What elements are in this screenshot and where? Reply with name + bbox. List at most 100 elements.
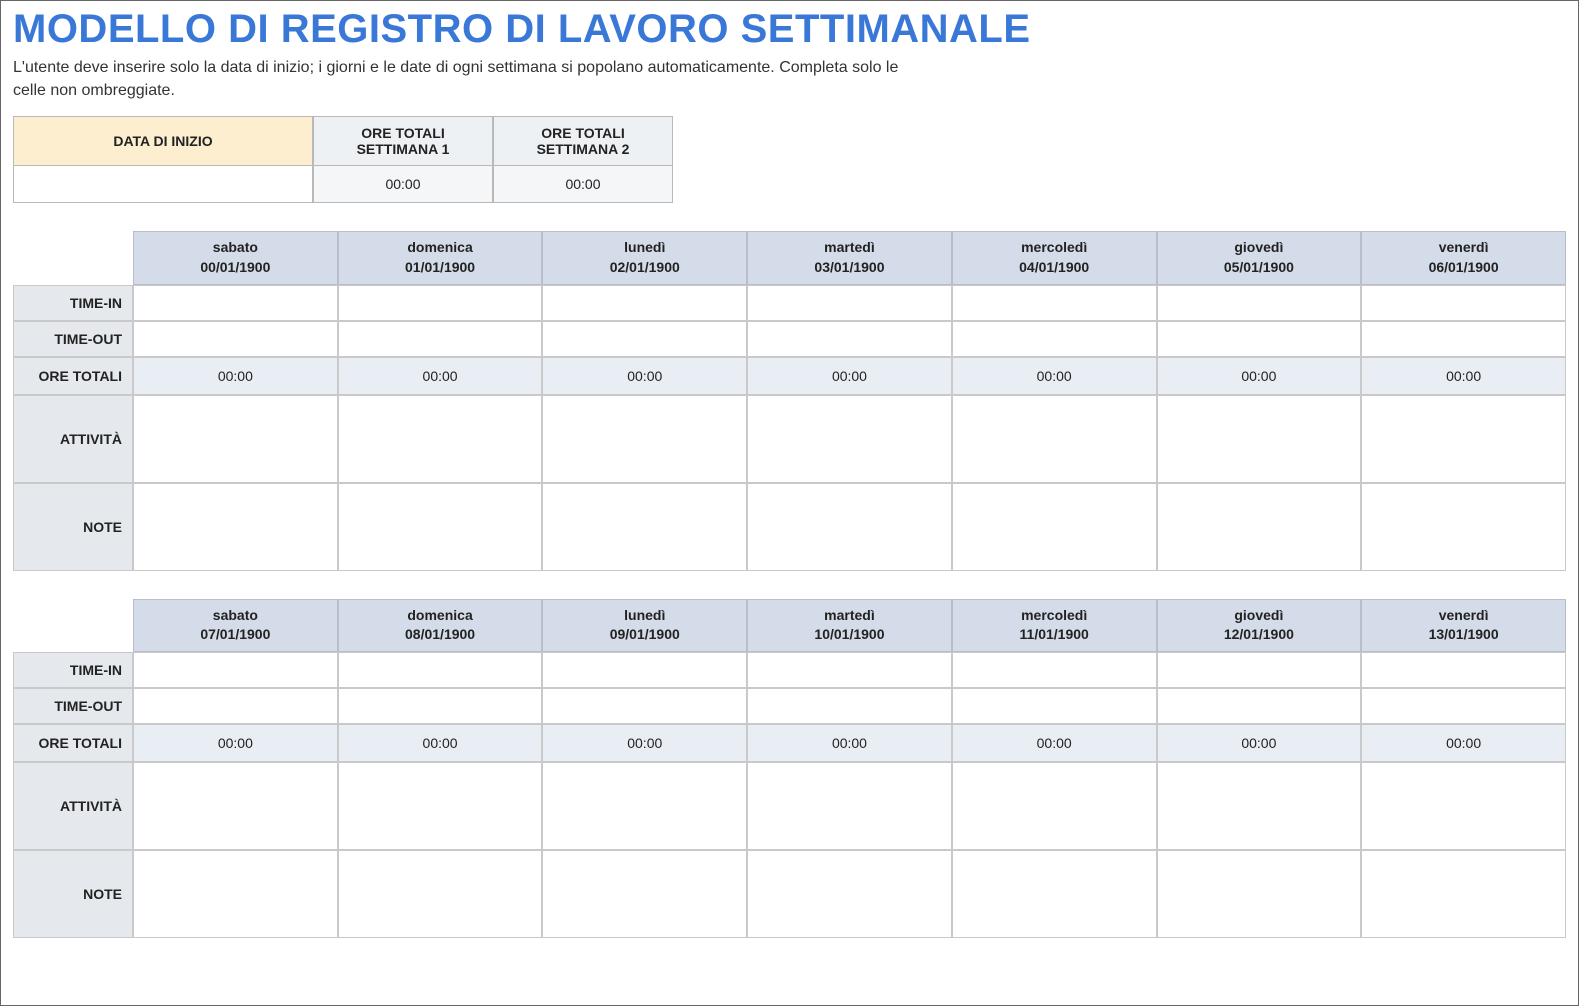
day-header: sabato00/01/1900 — [133, 231, 338, 284]
day-header: lunedì02/01/1900 — [542, 231, 747, 284]
note-cell[interactable] — [542, 483, 747, 571]
week2-total-header: ORE TOTALI SETTIMANA 2 — [493, 116, 673, 166]
time-in-cell[interactable] — [1361, 652, 1566, 688]
row-label-time-out: TIME-OUT — [13, 688, 133, 724]
note-cell[interactable] — [338, 850, 543, 938]
day-header: lunedì09/01/1900 — [542, 599, 747, 652]
total-cell: 00:00 — [338, 724, 543, 762]
summary-table: DATA DI INIZIO ORE TOTALI SETTIMANA 1 OR… — [13, 116, 673, 203]
attivita-cell[interactable] — [338, 395, 543, 483]
total-cell: 00:00 — [133, 357, 338, 395]
note-cell[interactable] — [338, 483, 543, 571]
corner-cell — [13, 599, 133, 652]
row-label-attivita: ATTIVITÀ — [13, 762, 133, 850]
attivita-cell[interactable] — [1157, 395, 1362, 483]
total-cell: 00:00 — [1157, 724, 1362, 762]
attivita-cell[interactable] — [747, 395, 952, 483]
week-2-grid: sabato07/01/1900 domenica08/01/1900 lune… — [13, 599, 1566, 938]
week-1: sabato00/01/1900 domenica01/01/1900 lune… — [13, 231, 1566, 570]
page: MODELLO DI REGISTRO DI LAVORO SETTIMANAL… — [0, 0, 1579, 1006]
total-cell: 00:00 — [133, 724, 338, 762]
start-date-cell[interactable] — [13, 166, 313, 203]
note-cell[interactable] — [542, 850, 747, 938]
day-header: domenica08/01/1900 — [338, 599, 543, 652]
time-in-cell[interactable] — [747, 285, 952, 321]
attivita-cell[interactable] — [952, 762, 1157, 850]
time-out-cell[interactable] — [1157, 688, 1362, 724]
attivita-cell[interactable] — [1157, 762, 1362, 850]
total-cell: 00:00 — [747, 357, 952, 395]
total-cell: 00:00 — [1157, 357, 1362, 395]
time-in-cell[interactable] — [747, 652, 952, 688]
row-label-time-out: TIME-OUT — [13, 321, 133, 357]
time-in-cell[interactable] — [1157, 652, 1362, 688]
week1-total-header: ORE TOTALI SETTIMANA 1 — [313, 116, 493, 166]
time-out-cell[interactable] — [747, 321, 952, 357]
attivita-cell[interactable] — [338, 762, 543, 850]
time-in-cell[interactable] — [338, 285, 543, 321]
attivita-cell[interactable] — [542, 395, 747, 483]
time-out-cell[interactable] — [747, 688, 952, 724]
time-in-cell[interactable] — [133, 652, 338, 688]
time-out-cell[interactable] — [133, 688, 338, 724]
time-in-cell[interactable] — [952, 652, 1157, 688]
time-in-cell[interactable] — [542, 652, 747, 688]
attivita-cell[interactable] — [747, 762, 952, 850]
time-out-cell[interactable] — [542, 688, 747, 724]
total-cell: 00:00 — [952, 724, 1157, 762]
time-out-cell[interactable] — [952, 321, 1157, 357]
row-label-attivita: ATTIVITÀ — [13, 395, 133, 483]
attivita-cell[interactable] — [952, 395, 1157, 483]
note-cell[interactable] — [1361, 483, 1566, 571]
note-cell[interactable] — [952, 483, 1157, 571]
time-out-cell[interactable] — [542, 321, 747, 357]
time-out-cell[interactable] — [338, 321, 543, 357]
note-cell[interactable] — [133, 483, 338, 571]
page-subtitle: L'utente deve inserire solo la data di i… — [13, 56, 913, 102]
day-header: venerdì13/01/1900 — [1361, 599, 1566, 652]
note-cell[interactable] — [747, 483, 952, 571]
attivita-cell[interactable] — [1361, 395, 1566, 483]
attivita-cell[interactable] — [1361, 762, 1566, 850]
note-cell[interactable] — [747, 850, 952, 938]
time-in-cell[interactable] — [542, 285, 747, 321]
week2-total-value: 00:00 — [493, 166, 673, 203]
week-2: sabato07/01/1900 domenica08/01/1900 lune… — [13, 599, 1566, 938]
day-header: martedì10/01/1900 — [747, 599, 952, 652]
attivita-cell[interactable] — [133, 762, 338, 850]
note-cell[interactable] — [1157, 850, 1362, 938]
time-in-cell[interactable] — [952, 285, 1157, 321]
start-date-header: DATA DI INIZIO — [13, 116, 313, 166]
total-cell: 00:00 — [542, 357, 747, 395]
note-cell[interactable] — [952, 850, 1157, 938]
total-cell: 00:00 — [1361, 724, 1566, 762]
corner-cell — [13, 231, 133, 284]
time-out-cell[interactable] — [952, 688, 1157, 724]
time-out-cell[interactable] — [133, 321, 338, 357]
attivita-cell[interactable] — [542, 762, 747, 850]
time-out-cell[interactable] — [1361, 321, 1566, 357]
total-cell: 00:00 — [747, 724, 952, 762]
row-label-note: NOTE — [13, 850, 133, 938]
note-cell[interactable] — [1361, 850, 1566, 938]
row-label-time-in: TIME-IN — [13, 652, 133, 688]
time-in-cell[interactable] — [1157, 285, 1362, 321]
total-cell: 00:00 — [338, 357, 543, 395]
total-cell: 00:00 — [1361, 357, 1566, 395]
time-in-cell[interactable] — [338, 652, 543, 688]
row-label-time-in: TIME-IN — [13, 285, 133, 321]
time-out-cell[interactable] — [338, 688, 543, 724]
day-header: domenica01/01/1900 — [338, 231, 543, 284]
week1-total-value: 00:00 — [313, 166, 493, 203]
attivita-cell[interactable] — [133, 395, 338, 483]
note-cell[interactable] — [133, 850, 338, 938]
day-header: sabato07/01/1900 — [133, 599, 338, 652]
time-out-cell[interactable] — [1361, 688, 1566, 724]
day-header: giovedì12/01/1900 — [1157, 599, 1362, 652]
row-label-ore-totali: ORE TOTALI — [13, 357, 133, 395]
page-title: MODELLO DI REGISTRO DI LAVORO SETTIMANAL… — [13, 7, 1566, 52]
time-out-cell[interactable] — [1157, 321, 1362, 357]
time-in-cell[interactable] — [1361, 285, 1566, 321]
note-cell[interactable] — [1157, 483, 1362, 571]
time-in-cell[interactable] — [133, 285, 338, 321]
